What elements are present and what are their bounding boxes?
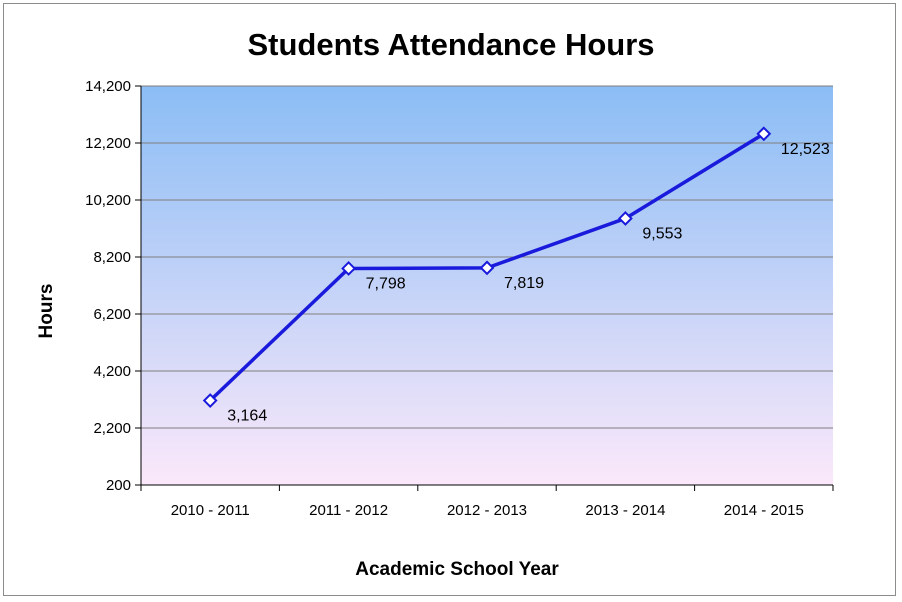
y-tick-label: 4,200 bbox=[93, 363, 131, 380]
x-tick-label: 2013 - 2014 bbox=[585, 502, 665, 519]
data-label: 9,553 bbox=[642, 225, 682, 242]
y-axis-ticks: 200 2,200 4,200 6,200 8,200 10,200 12,200 14,20… bbox=[85, 78, 833, 494]
data-point-marker bbox=[756, 126, 772, 142]
y-tick-label: 2,200 bbox=[93, 420, 131, 437]
x-tick-label: 2011 - 2012 bbox=[309, 502, 388, 519]
y-tick-label: 10,200 bbox=[85, 192, 131, 209]
y-tick-label: 200 bbox=[106, 477, 131, 494]
data-label: 3,164 bbox=[227, 408, 267, 425]
y-tick-label: 12,200 bbox=[85, 135, 131, 152]
data-point-marker bbox=[341, 261, 357, 276]
data-label: 7,819 bbox=[504, 275, 544, 292]
x-tick-label: 2014 - 2015 bbox=[724, 502, 804, 519]
x-axis-title: Academic School Year bbox=[355, 559, 559, 580]
data-point-marker bbox=[202, 393, 218, 408]
y-tick-label: 6,200 bbox=[93, 306, 131, 323]
series-layer bbox=[202, 126, 772, 408]
data-point-marker bbox=[479, 260, 495, 276]
x-tick-label: 2012 - 2013 bbox=[447, 502, 527, 519]
data-labels: 3,164 7,798 7,819 9,553 12,523 bbox=[227, 141, 830, 425]
y-axis-title: Hours bbox=[36, 284, 57, 339]
y-tick-label: 14,200 bbox=[85, 78, 131, 95]
data-point-marker bbox=[617, 211, 633, 226]
y-tick-label: 8,200 bbox=[93, 249, 131, 266]
data-label: 7,798 bbox=[366, 275, 406, 292]
plot-area bbox=[141, 86, 833, 485]
chart-title: Students Attendance Hours bbox=[247, 27, 654, 62]
x-tick-label: 2010 - 2011 bbox=[171, 502, 250, 519]
x-axis-ticks: 2010 - 2011 2011 - 2012 2012 - 2013 2013 - … bbox=[140, 485, 834, 519]
data-label: 12,523 bbox=[781, 141, 830, 158]
